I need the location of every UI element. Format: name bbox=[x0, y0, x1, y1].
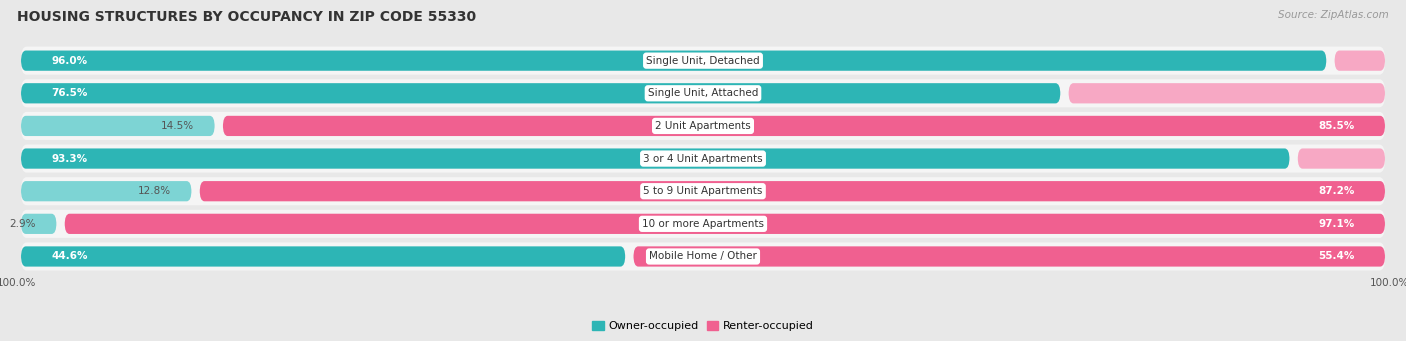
Legend: Owner-occupied, Renter-occupied: Owner-occupied, Renter-occupied bbox=[592, 321, 814, 331]
Text: Mobile Home / Other: Mobile Home / Other bbox=[650, 251, 756, 262]
Text: 14.5%: 14.5% bbox=[160, 121, 194, 131]
FancyBboxPatch shape bbox=[1334, 50, 1385, 71]
FancyBboxPatch shape bbox=[21, 83, 1060, 103]
FancyBboxPatch shape bbox=[200, 181, 1385, 201]
Text: 44.6%: 44.6% bbox=[51, 251, 87, 262]
FancyBboxPatch shape bbox=[21, 145, 1385, 173]
Text: 5 to 9 Unit Apartments: 5 to 9 Unit Apartments bbox=[644, 186, 762, 196]
FancyBboxPatch shape bbox=[1298, 148, 1385, 169]
FancyBboxPatch shape bbox=[1069, 83, 1385, 103]
Text: Single Unit, Attached: Single Unit, Attached bbox=[648, 88, 758, 98]
FancyBboxPatch shape bbox=[21, 116, 215, 136]
FancyBboxPatch shape bbox=[21, 148, 1289, 169]
FancyBboxPatch shape bbox=[21, 47, 1385, 75]
Text: 2 Unit Apartments: 2 Unit Apartments bbox=[655, 121, 751, 131]
Text: 93.3%: 93.3% bbox=[51, 153, 87, 164]
Text: 55.4%: 55.4% bbox=[1319, 251, 1355, 262]
Text: HOUSING STRUCTURES BY OCCUPANCY IN ZIP CODE 55330: HOUSING STRUCTURES BY OCCUPANCY IN ZIP C… bbox=[17, 10, 477, 24]
Text: 2.9%: 2.9% bbox=[10, 219, 35, 229]
FancyBboxPatch shape bbox=[634, 246, 1385, 267]
FancyBboxPatch shape bbox=[21, 50, 1326, 71]
FancyBboxPatch shape bbox=[21, 210, 1385, 238]
FancyBboxPatch shape bbox=[21, 181, 191, 201]
Text: 97.1%: 97.1% bbox=[1319, 219, 1355, 229]
Text: 76.5%: 76.5% bbox=[51, 88, 87, 98]
FancyBboxPatch shape bbox=[21, 79, 1385, 107]
Text: 3 or 4 Unit Apartments: 3 or 4 Unit Apartments bbox=[643, 153, 763, 164]
Text: Single Unit, Detached: Single Unit, Detached bbox=[647, 56, 759, 66]
Text: 12.8%: 12.8% bbox=[138, 186, 172, 196]
FancyBboxPatch shape bbox=[21, 177, 1385, 205]
FancyBboxPatch shape bbox=[65, 214, 1385, 234]
FancyBboxPatch shape bbox=[21, 214, 56, 234]
Text: 96.0%: 96.0% bbox=[51, 56, 87, 66]
Text: 10 or more Apartments: 10 or more Apartments bbox=[643, 219, 763, 229]
FancyBboxPatch shape bbox=[21, 112, 1385, 140]
FancyBboxPatch shape bbox=[21, 242, 1385, 270]
FancyBboxPatch shape bbox=[21, 246, 626, 267]
Text: 87.2%: 87.2% bbox=[1319, 186, 1355, 196]
FancyBboxPatch shape bbox=[224, 116, 1385, 136]
Text: Source: ZipAtlas.com: Source: ZipAtlas.com bbox=[1278, 10, 1389, 20]
Text: 85.5%: 85.5% bbox=[1319, 121, 1355, 131]
